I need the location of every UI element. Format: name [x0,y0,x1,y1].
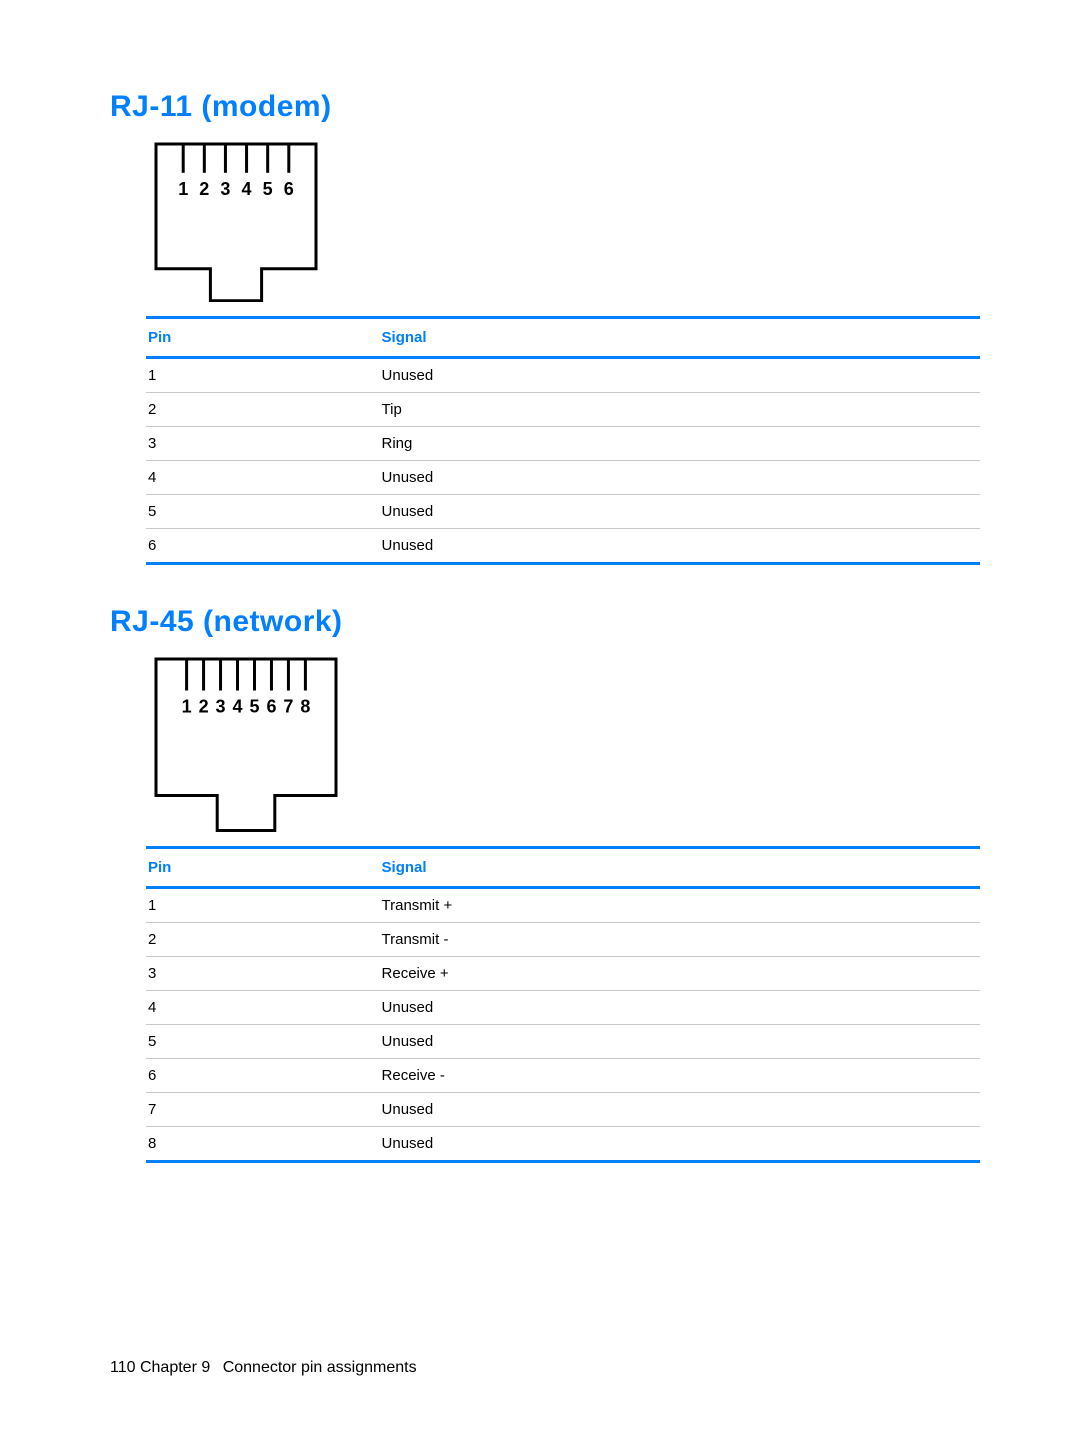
rj11-table: Pin Signal 1Unused2Tip3Ring4Unused5Unuse… [146,316,980,565]
cell-pin: 1 [146,888,380,923]
svg-text:6: 6 [284,179,294,199]
rj11-diagram: 123456 [146,138,980,302]
table-row: 7Unused [146,1093,980,1127]
cell-signal: Unused [380,1127,980,1162]
svg-text:3: 3 [216,697,226,717]
svg-text:7: 7 [283,697,293,717]
cell-pin: 2 [146,393,380,427]
rj11-th-signal: Signal [380,318,980,358]
cell-signal: Ring [380,427,980,461]
table-row: 5Unused [146,1025,980,1059]
rj45-table: Pin Signal 1Transmit +2Transmit -3Receiv… [146,846,980,1163]
svg-text:6: 6 [266,697,276,717]
cell-signal: Unused [380,991,980,1025]
table-row: 8Unused [146,1127,980,1162]
rj11-heading: RJ-11 (modem) [110,90,980,124]
svg-text:2: 2 [199,697,209,717]
cell-pin: 6 [146,529,380,564]
cell-signal: Unused [380,1093,980,1127]
footer-chapter-label: Chapter 9 [140,1359,210,1376]
table-row: 2Tip [146,393,980,427]
cell-pin: 5 [146,1025,380,1059]
svg-text:4: 4 [233,697,243,717]
cell-pin: 7 [146,1093,380,1127]
cell-signal: Unused [380,495,980,529]
table-row: 3Ring [146,427,980,461]
table-row: 1Unused [146,358,980,393]
table-row: 6Unused [146,529,980,564]
rj45-th-pin: Pin [146,848,380,888]
cell-signal: Unused [380,1025,980,1059]
svg-text:8: 8 [300,697,310,717]
table-row: 3Receive + [146,957,980,991]
rj11-th-pin: Pin [146,318,380,358]
cell-pin: 4 [146,991,380,1025]
svg-text:1: 1 [178,179,188,199]
footer-pageno: 110 [110,1359,136,1376]
cell-pin: 1 [146,358,380,393]
cell-pin: 2 [146,923,380,957]
cell-pin: 3 [146,957,380,991]
cell-signal: Unused [380,529,980,564]
cell-signal: Receive - [380,1059,980,1093]
table-row: 1Transmit + [146,888,980,923]
table-row: 4Unused [146,461,980,495]
cell-pin: 6 [146,1059,380,1093]
table-row: 2Transmit - [146,923,980,957]
rj45-diagram: 12345678 [146,653,980,832]
svg-text:4: 4 [242,179,252,199]
cell-signal: Transmit + [380,888,980,923]
cell-signal: Unused [380,461,980,495]
svg-text:3: 3 [220,179,230,199]
cell-pin: 5 [146,495,380,529]
table-row: 6Receive - [146,1059,980,1093]
cell-signal: Unused [380,358,980,393]
rj45-heading: RJ-45 (network) [110,605,980,639]
rj45-th-signal: Signal [380,848,980,888]
cell-signal: Transmit - [380,923,980,957]
cell-signal: Receive + [380,957,980,991]
svg-text:5: 5 [263,179,273,199]
cell-pin: 3 [146,427,380,461]
table-row: 4Unused [146,991,980,1025]
cell-signal: Tip [380,393,980,427]
cell-pin: 8 [146,1127,380,1162]
table-row: 5Unused [146,495,980,529]
cell-pin: 4 [146,461,380,495]
footer-chapter-title: Connector pin assignments [223,1359,417,1376]
svg-text:5: 5 [249,697,259,717]
svg-text:1: 1 [182,697,192,717]
svg-text:2: 2 [199,179,209,199]
page-footer: 110 Chapter 9 Connector pin assignments [110,1359,417,1377]
